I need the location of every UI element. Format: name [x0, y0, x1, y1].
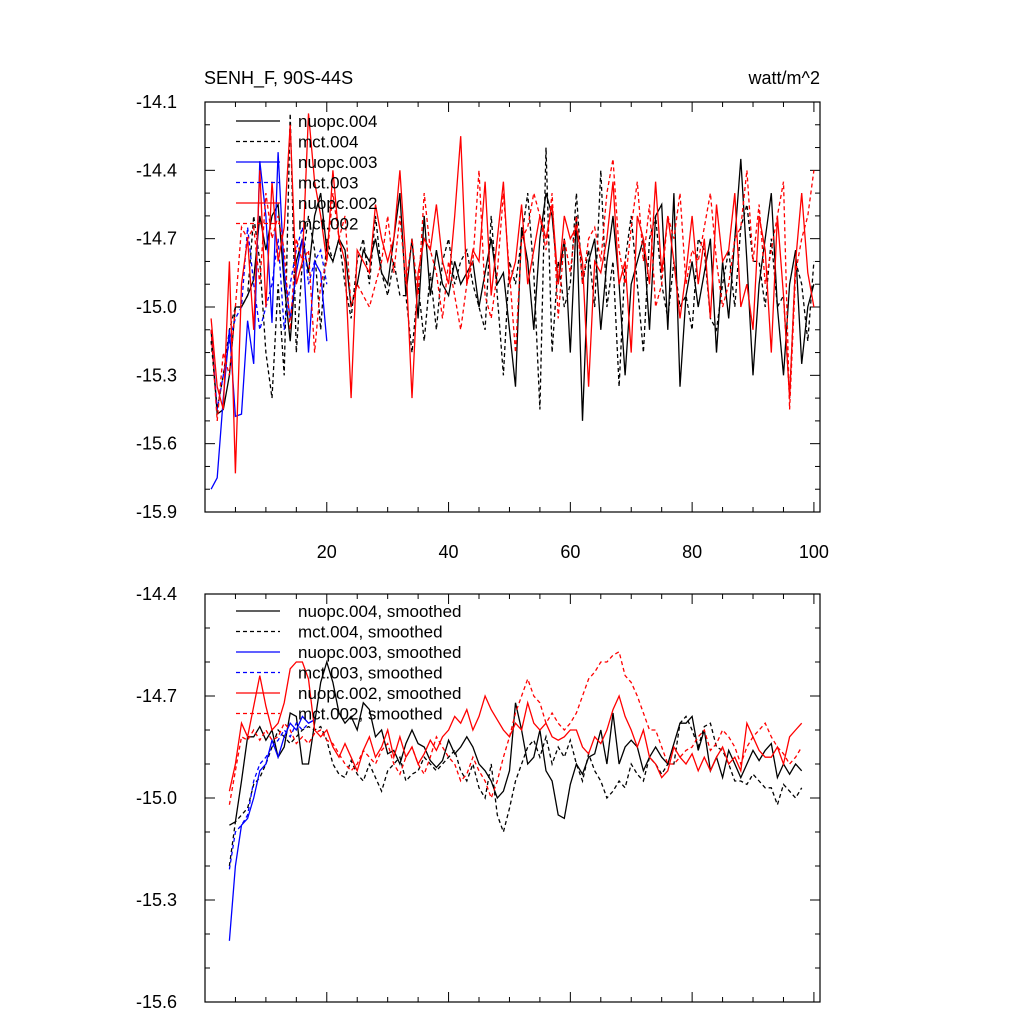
y-tick-label: -15.9: [136, 502, 177, 522]
legend-label: nuopc.003, smoothed: [298, 643, 462, 662]
legend-label: nuopc.002: [298, 194, 377, 213]
y-tick-label: -15.6: [136, 434, 177, 454]
y-tick-label: -15.3: [136, 365, 177, 385]
series-line-nuopc-004: [210, 158, 815, 421]
series-line-nuopc-002-smoothed: [228, 661, 803, 792]
legend-label: nuopc.003: [298, 153, 377, 172]
legend-label: mct.003: [298, 174, 358, 193]
series-line-nuopc-002: [210, 113, 815, 474]
series-line-nuopc-003-smoothed: [228, 715, 315, 941]
units-label: watt/m^2: [748, 68, 820, 88]
chart-title: SENH_F, 90S-44S: [204, 68, 353, 89]
legend-label: mct.003, smoothed: [298, 664, 443, 683]
legend-label: mct.002, smoothed: [298, 705, 443, 724]
y-tick-label: -14.1: [136, 92, 177, 112]
y-tick-label: -14.4: [136, 160, 177, 180]
series-line-mct-003-smoothed: [228, 719, 315, 870]
series-line-nuopc-003: [210, 152, 328, 490]
x-tick-label: 20: [317, 542, 337, 562]
y-tick-label: -15.0: [136, 788, 177, 808]
x-tick-label: 100: [799, 542, 829, 562]
legend-label: mct.004: [298, 133, 358, 152]
y-tick-label: -14.7: [136, 229, 177, 249]
y-tick-label: -15.6: [136, 992, 177, 1012]
x-tick-label: 40: [439, 542, 459, 562]
series-line-nuopc-004-smoothed: [229, 659, 803, 826]
y-tick-label: -14.7: [136, 686, 177, 706]
legend-label: mct.002: [298, 215, 358, 234]
series-line-mct-004-smoothed: [228, 715, 803, 867]
legend-label: nuopc.004: [298, 112, 377, 131]
legend-label: nuopc.004, smoothed: [298, 602, 462, 621]
legend-label: nuopc.002, smoothed: [298, 684, 462, 703]
x-tick-label: 80: [682, 542, 702, 562]
x-tick-label: 60: [560, 542, 580, 562]
series-line-mct-002-smoothed: [228, 650, 803, 805]
y-tick-label: -14.4: [136, 584, 177, 604]
y-tick-label: -15.0: [136, 297, 177, 317]
legend-label: mct.004, smoothed: [298, 623, 443, 642]
bottom-panel: -14.4 -14.7 -15.0 -15.3 -15.6 nuopc.004, smoo…: [136, 584, 821, 1012]
top-panel: SENH_F, 90S-44S watt/m^2 -14.1 -14.4 -14.7…: [136, 68, 829, 562]
y-tick-label: -15.3: [136, 890, 177, 910]
series-line-mct-002: [210, 158, 815, 421]
